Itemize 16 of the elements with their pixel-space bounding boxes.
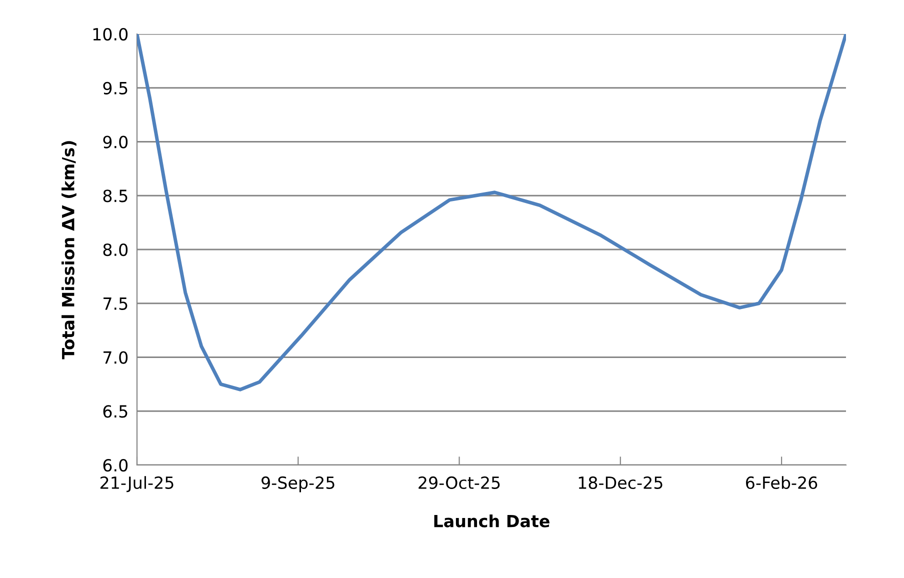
y-tick-label: 6.5 [103,405,128,418]
x-axis-title: Launch Date [434,514,550,528]
y-tick-label: 7.0 [104,351,128,364]
y-axis-title: Total Mission ΔV (km/s) [62,141,76,360]
y-tick-label: 7.5 [104,298,128,310]
x-tick-label: 21-Jul-25 [100,476,174,492]
y-tick-label: 9.0 [103,136,128,148]
y-tick-label: 10.0 [93,28,128,41]
x-tick-label: 6-Feb-26 [746,476,818,490]
x-tick-label: 29-Oct-25 [418,476,500,490]
y-tick-label: 9.5 [103,82,128,94]
x-tick-label: 18-Dec-25 [578,476,662,490]
y-tick-label: 6.0 [103,458,128,472]
y-tick-label: 8.5 [103,190,128,202]
y-tick-label: 8.0 [103,243,128,256]
x-tick-label: 9-Sep-25 [262,476,334,492]
